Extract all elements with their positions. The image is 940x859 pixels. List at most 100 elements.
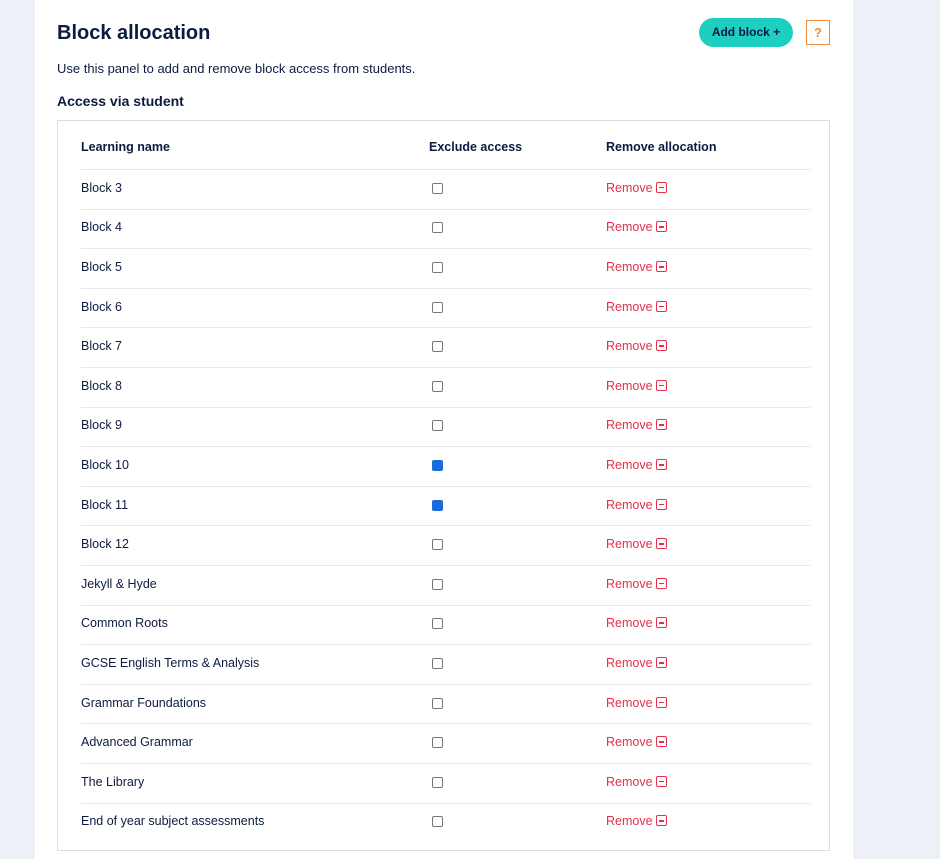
remove-link[interactable]: Remove xyxy=(606,260,667,274)
remove-label[interactable]: Remove xyxy=(606,180,653,195)
exclude-checkbox[interactable] xyxy=(432,262,443,273)
remove-icon[interactable] xyxy=(655,617,667,629)
exclude-checkbox[interactable] xyxy=(432,420,443,432)
exclude-checkbox[interactable] xyxy=(432,697,443,709)
row-divider xyxy=(81,248,810,250)
row-divider xyxy=(81,683,810,685)
exclude-checkbox[interactable] xyxy=(432,341,443,353)
row-divider xyxy=(81,169,810,170)
remove-label[interactable]: Remove xyxy=(606,458,653,472)
exclude-checkbox[interactable] xyxy=(432,539,443,551)
remove-label[interactable]: Remove xyxy=(606,774,653,789)
remove-icon[interactable] xyxy=(655,498,667,510)
remove-link[interactable]: Remove xyxy=(606,537,667,551)
remove-link[interactable]: Remove xyxy=(606,656,667,670)
learning-name: Block 11 xyxy=(81,497,129,512)
learning-name: Grammar Foundations xyxy=(81,695,207,710)
remove-label[interactable]: Remove xyxy=(606,497,653,512)
button-label[interactable]: Add block xyxy=(711,25,770,39)
exclude-checkbox[interactable] xyxy=(432,460,443,471)
remove-label[interactable]: Remove xyxy=(606,299,653,314)
remove-link[interactable]: Remove xyxy=(606,418,667,432)
remove-label[interactable]: Remove xyxy=(606,616,653,631)
learning-name: Block 3 xyxy=(81,180,122,195)
exclude-checkbox[interactable] xyxy=(432,618,443,630)
remove-link[interactable]: Remove xyxy=(606,220,667,234)
exclude-checkbox[interactable] xyxy=(432,182,443,194)
learning-name: The Library xyxy=(81,774,145,789)
allocation-table: Learning name Exclude access Remove alloca… xyxy=(57,120,830,851)
row-divider xyxy=(81,723,810,725)
remove-link[interactable]: Remove xyxy=(606,379,667,393)
remove-link[interactable]: Remove xyxy=(606,181,667,195)
learning-name: Block 12 xyxy=(81,537,129,552)
remove-link[interactable]: Remove xyxy=(606,696,667,710)
remove-icon[interactable] xyxy=(655,736,667,748)
row-divider xyxy=(81,327,810,329)
remove-icon[interactable] xyxy=(655,379,667,391)
remove-icon[interactable] xyxy=(655,538,667,550)
exclude-checkbox[interactable] xyxy=(432,776,443,788)
column-header: Learning name xyxy=(81,140,170,154)
remove-label[interactable]: Remove xyxy=(606,339,653,354)
remove-link[interactable]: Remove xyxy=(606,300,667,314)
row-divider xyxy=(81,565,810,566)
remove-label[interactable]: Remove xyxy=(606,576,653,591)
remove-link[interactable]: Remove xyxy=(606,458,667,472)
learning-name: Block 8 xyxy=(81,378,122,393)
learning-name: Block 5 xyxy=(81,260,122,274)
row-divider xyxy=(81,287,810,289)
learning-name: Common Roots xyxy=(81,616,168,631)
remove-icon[interactable] xyxy=(655,577,667,589)
exclude-checkbox[interactable] xyxy=(432,301,443,313)
column-header: Exclude access xyxy=(429,140,523,154)
remove-label[interactable]: Remove xyxy=(606,814,653,829)
remove-label[interactable]: Remove xyxy=(606,418,653,433)
help-button[interactable]: ? xyxy=(806,20,830,45)
remove-label[interactable]: Remove xyxy=(606,695,653,710)
remove-icon[interactable] xyxy=(655,221,667,233)
exclude-checkbox[interactable] xyxy=(432,578,443,590)
add-block-button[interactable]: Add block + xyxy=(699,18,793,47)
remove-link[interactable]: Remove xyxy=(606,735,667,749)
remove-icon[interactable] xyxy=(655,459,667,470)
exclude-checkbox[interactable] xyxy=(432,222,443,234)
learning-name: Block 9 xyxy=(81,418,122,433)
remove-icon[interactable] xyxy=(655,181,667,193)
exclude-checkbox[interactable] xyxy=(432,658,443,669)
remove-label[interactable]: Remove xyxy=(606,260,653,274)
remove-icon[interactable] xyxy=(655,419,667,431)
learning-name: Jekyll & Hyde xyxy=(81,576,157,591)
exclude-checkbox[interactable] xyxy=(432,737,443,749)
row-divider xyxy=(81,367,810,368)
exclude-checkbox[interactable] xyxy=(432,499,443,511)
remove-icon[interactable] xyxy=(655,815,667,827)
remove-icon[interactable] xyxy=(655,261,667,272)
remove-icon[interactable] xyxy=(655,340,667,352)
learning-name: Block 10 xyxy=(81,458,129,472)
remove-icon[interactable] xyxy=(655,696,667,708)
remove-label[interactable]: Remove xyxy=(606,537,653,552)
exclude-checkbox[interactable] xyxy=(432,380,443,392)
remove-link[interactable]: Remove xyxy=(606,775,667,789)
remove-link[interactable]: Remove xyxy=(606,814,667,828)
remove-link[interactable]: Remove xyxy=(606,616,667,630)
remove-label[interactable]: Remove xyxy=(606,220,653,235)
remove-link[interactable]: Remove xyxy=(606,577,667,591)
panel-title: Block allocation xyxy=(57,22,211,44)
remove-label[interactable]: Remove xyxy=(606,735,653,750)
exclude-checkbox[interactable] xyxy=(432,816,443,828)
remove-icon[interactable] xyxy=(655,300,667,312)
row-divider xyxy=(81,208,810,210)
learning-name: Block 4 xyxy=(81,220,122,235)
remove-label[interactable]: Remove xyxy=(606,656,653,670)
learning-name: End of year subject assessments xyxy=(81,814,265,829)
learning-name: Block 6 xyxy=(81,299,122,314)
remove-label[interactable]: Remove xyxy=(606,378,653,393)
remove-link[interactable]: Remove xyxy=(606,498,667,512)
remove-link[interactable]: Remove xyxy=(606,339,667,353)
remove-icon[interactable] xyxy=(655,657,667,668)
remove-icon[interactable] xyxy=(655,775,667,787)
section-title: Access via student xyxy=(57,93,184,109)
